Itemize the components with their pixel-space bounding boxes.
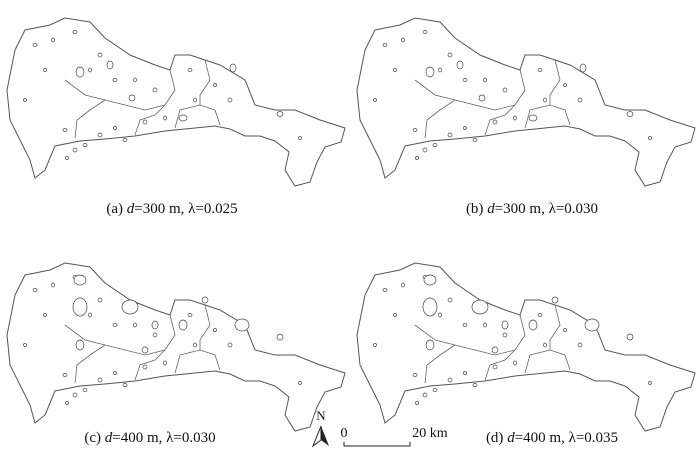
map-b [356,17,696,187]
scale-start: 0 [341,426,348,441]
scale-end: 20 km [412,426,448,441]
scale-bar: 0 20 km [341,426,448,447]
caption: (b) d=300 m, λ=0.030 [466,201,598,217]
north-label: N [316,408,326,423]
map-d [356,262,696,432]
caption: (a) d=300 m, λ=0.025 [106,201,237,217]
caption: (d) d=400 m, λ=0.035 [486,430,618,446]
caption: (c) d=400 m, λ=0.030 [84,430,215,446]
north-arrow: N [311,408,329,448]
map-a [6,17,346,187]
map-c [6,262,346,432]
